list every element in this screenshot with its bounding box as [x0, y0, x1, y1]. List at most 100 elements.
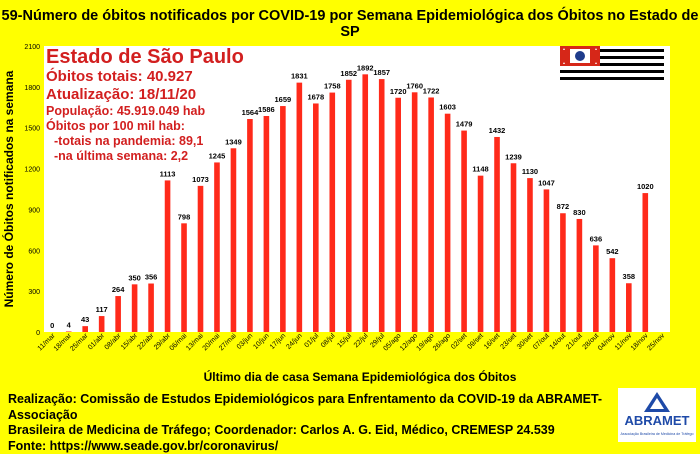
bar: [395, 98, 401, 332]
bar: [165, 180, 171, 332]
x-tick-label: 25/mar: [69, 332, 90, 353]
bar-value-label: 1113: [160, 169, 176, 178]
bar-value-label: 356: [145, 273, 158, 282]
bar-value-label: 1020: [637, 182, 654, 191]
bar-value-label: 1586: [258, 105, 275, 114]
x-tick-label: 24/jun: [285, 332, 304, 351]
bar-value-label: 0: [50, 321, 54, 330]
bar-value-label: 1720: [390, 87, 407, 96]
bar-value-label: 1239: [505, 152, 522, 161]
bar: [511, 163, 517, 332]
bar: [412, 92, 418, 332]
x-tick-label: 30/set: [516, 332, 534, 350]
x-tick-label: 22/abr: [137, 332, 156, 351]
bar-value-label: 872: [557, 202, 570, 211]
bar-value-label: 264: [112, 285, 125, 294]
bar: [99, 316, 105, 332]
bar-value-label: 1722: [423, 86, 440, 95]
bar: [379, 79, 385, 332]
x-tick-label: 09/set: [467, 332, 485, 350]
bar: [264, 116, 270, 332]
bar-value-label: 1479: [456, 120, 473, 129]
x-tick-label: 16/set: [483, 332, 501, 350]
bar-value-label: 1852: [340, 69, 357, 78]
bar: [593, 245, 599, 332]
bar-value-label: 830: [573, 208, 586, 217]
bar: [280, 106, 286, 332]
x-tick-label: 01/abr: [87, 332, 106, 351]
x-tick-label: 02/set: [450, 332, 468, 350]
bar: [577, 219, 583, 332]
bar: [329, 93, 335, 332]
bar-value-label: 117: [96, 305, 108, 314]
per-100k-last-week: -na última semana: 2,2: [46, 149, 244, 164]
bar: [527, 178, 533, 332]
bar: [132, 284, 138, 332]
bar: [544, 189, 550, 332]
bar-value-label: 1760: [406, 81, 423, 90]
footer: Realização: Comissão de Estudos Epidemio…: [8, 392, 628, 454]
bar-value-label: 1758: [324, 82, 341, 91]
y-tick-label: 1500: [24, 126, 40, 133]
bar: [494, 137, 500, 332]
bar: [445, 114, 451, 332]
x-tick-label: 03/jun: [236, 332, 255, 351]
bar-value-label: 1073: [192, 175, 209, 184]
x-tick-label: 15/jul: [336, 332, 353, 349]
population: População: 45.919.049 hab: [46, 104, 244, 119]
bar: [560, 213, 566, 332]
bar-value-label: 1678: [307, 92, 324, 101]
y-tick-label: 2100: [24, 44, 40, 51]
state-name: Estado de São Paulo: [46, 46, 244, 68]
x-tick-label: 15/abr: [120, 332, 139, 351]
footer-credits-1: Realização: Comissão de Estudos Epidemio…: [8, 392, 628, 423]
footer-source: Fonte: https://www.seade.gov.br/coronavi…: [8, 439, 628, 454]
bar-value-label: 1857: [373, 68, 390, 77]
bar: [297, 83, 303, 332]
bar: [428, 97, 434, 332]
bar: [148, 284, 154, 332]
logo-subtitle: Associação Brasileira de Medicina de Trá…: [621, 432, 694, 436]
y-axis-label: Número de Óbitos notificados na semana: [1, 70, 16, 307]
per-100k-pandemic: -totais na pandemia: 89,1: [46, 134, 244, 149]
x-tick-label: 10/jun: [252, 332, 271, 351]
bar-value-label: 1892: [357, 63, 374, 72]
y-tick-label: 0: [36, 330, 40, 337]
bar: [642, 193, 648, 332]
bar-value-label: 43: [81, 315, 89, 324]
logo-wordmark: ABRAMET: [625, 413, 690, 428]
bar: [346, 80, 352, 332]
bar-value-label: 542: [606, 247, 619, 256]
x-tick-label: 26/ago: [432, 332, 452, 352]
bar: [214, 162, 220, 332]
bar: [247, 119, 253, 332]
x-tick-label: 04/nov: [597, 332, 617, 352]
bar: [313, 103, 319, 332]
x-tick-label: 25/nov: [646, 332, 666, 352]
bar: [478, 176, 484, 332]
bar: [461, 131, 467, 332]
x-tick-label: 23/set: [499, 332, 517, 350]
bar: [82, 326, 88, 332]
x-tick-label: 22/jul: [353, 332, 370, 349]
x-axis: 11/mar18/mar25/mar01/abr08/abr15/abr22/a…: [37, 332, 667, 353]
bar-value-label: 1603: [439, 103, 456, 112]
bar-value-label: 1047: [538, 178, 555, 187]
bar-value-label: 1831: [291, 72, 308, 81]
x-tick-label: 08/abr: [104, 332, 123, 351]
y-tick-label: 1200: [24, 167, 40, 174]
footer-credits-2: Brasileira de Medicina de Tráfego; Coord…: [8, 423, 628, 439]
per-100k-heading: Óbitos por 100 mil hab:: [46, 119, 244, 134]
y-tick-label: 1800: [24, 85, 40, 92]
bar: [198, 186, 204, 332]
bar: [610, 258, 616, 332]
y-tick-label: 600: [28, 248, 40, 255]
bar-value-label: 1148: [472, 165, 488, 174]
update-date: Atualização: 18/11/20: [46, 86, 244, 104]
bar-value-label: 1432: [489, 126, 506, 135]
bar-value-label: 798: [178, 212, 191, 221]
bar: [626, 283, 632, 332]
sao-paulo-flag-icon: [560, 46, 664, 80]
bar-value-label: 1564: [242, 108, 260, 117]
bar: [362, 74, 368, 332]
